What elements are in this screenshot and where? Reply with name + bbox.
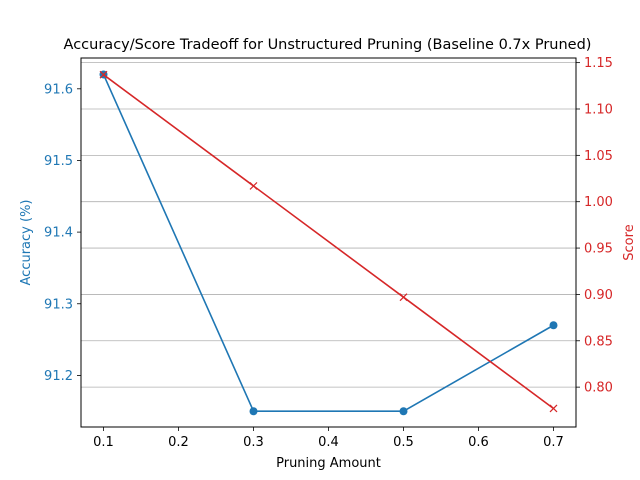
x-tick-label: 0.7 <box>543 435 564 450</box>
series-2-point <box>99 70 108 79</box>
right-tick-label: 0.90 <box>584 288 613 303</box>
x-tick-label: 0.1 <box>93 435 114 450</box>
series-1-point <box>399 407 408 416</box>
series-1-point <box>549 321 558 330</box>
x-tick-label: 0.6 <box>468 435 489 450</box>
left-tick-label: 91.6 <box>44 82 73 97</box>
series-2-point <box>549 404 558 413</box>
gridlines <box>81 62 576 388</box>
x-axis-label: Pruning Amount <box>276 456 381 471</box>
series-2-point <box>249 182 258 190</box>
left-y-axis: 91.2 91.3 91.4 91.5 91.6 <box>44 82 81 384</box>
right-tick-label: 0.80 <box>584 381 613 396</box>
marker-stroke <box>99 70 108 79</box>
left-axis-label: Accuracy (%) <box>19 200 34 286</box>
right-tick-label: 1.15 <box>584 56 613 71</box>
series-2-point <box>399 293 408 302</box>
series-1-line <box>102 74 554 413</box>
marker-stroke <box>549 404 558 413</box>
x-tick-label: 0.5 <box>393 435 414 450</box>
left-tick-label: 91.3 <box>44 297 73 312</box>
marker-stroke <box>249 182 258 190</box>
left-tick-label: 91.4 <box>44 226 73 241</box>
right-y-axis: 0.80 0.85 0.90 0.95 1.00 1.05 1.10 1.15 <box>576 56 613 396</box>
series-1-point <box>249 407 258 416</box>
x-tick-label: 0.3 <box>243 435 264 450</box>
left-tick-label: 91.5 <box>44 154 73 169</box>
x-tick-label: 0.4 <box>318 435 339 450</box>
series-layer <box>99 70 558 416</box>
right-tick-label: 1.00 <box>584 195 613 210</box>
right-tick-label: 1.05 <box>584 149 613 164</box>
right-tick-label: 1.10 <box>584 102 613 117</box>
chart-title: Accuracy/Score Tradeoff for Unstructured… <box>64 37 592 53</box>
series-2-line <box>103 74 554 410</box>
left-tick-label: 91.2 <box>44 369 73 384</box>
right-tick-label: 0.85 <box>584 334 613 349</box>
x-axis: 0.1 0.2 0.3 0.4 0.5 0.6 0.7 <box>93 427 564 450</box>
right-axis-label: Score <box>622 224 637 260</box>
right-tick-label: 0.95 <box>584 242 613 257</box>
x-tick-label: 0.2 <box>168 435 189 450</box>
marker-stroke <box>399 293 408 302</box>
